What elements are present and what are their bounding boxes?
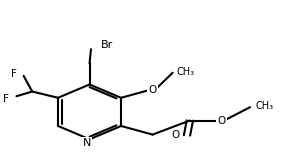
Text: N: N [82, 138, 91, 148]
Text: Br: Br [101, 40, 113, 50]
Text: O: O [172, 130, 180, 140]
Text: F: F [3, 94, 9, 104]
Text: CH₃: CH₃ [256, 101, 274, 111]
Text: O: O [149, 85, 157, 95]
Text: CH₃: CH₃ [177, 67, 195, 77]
Text: O: O [217, 115, 226, 125]
Text: F: F [11, 69, 16, 79]
